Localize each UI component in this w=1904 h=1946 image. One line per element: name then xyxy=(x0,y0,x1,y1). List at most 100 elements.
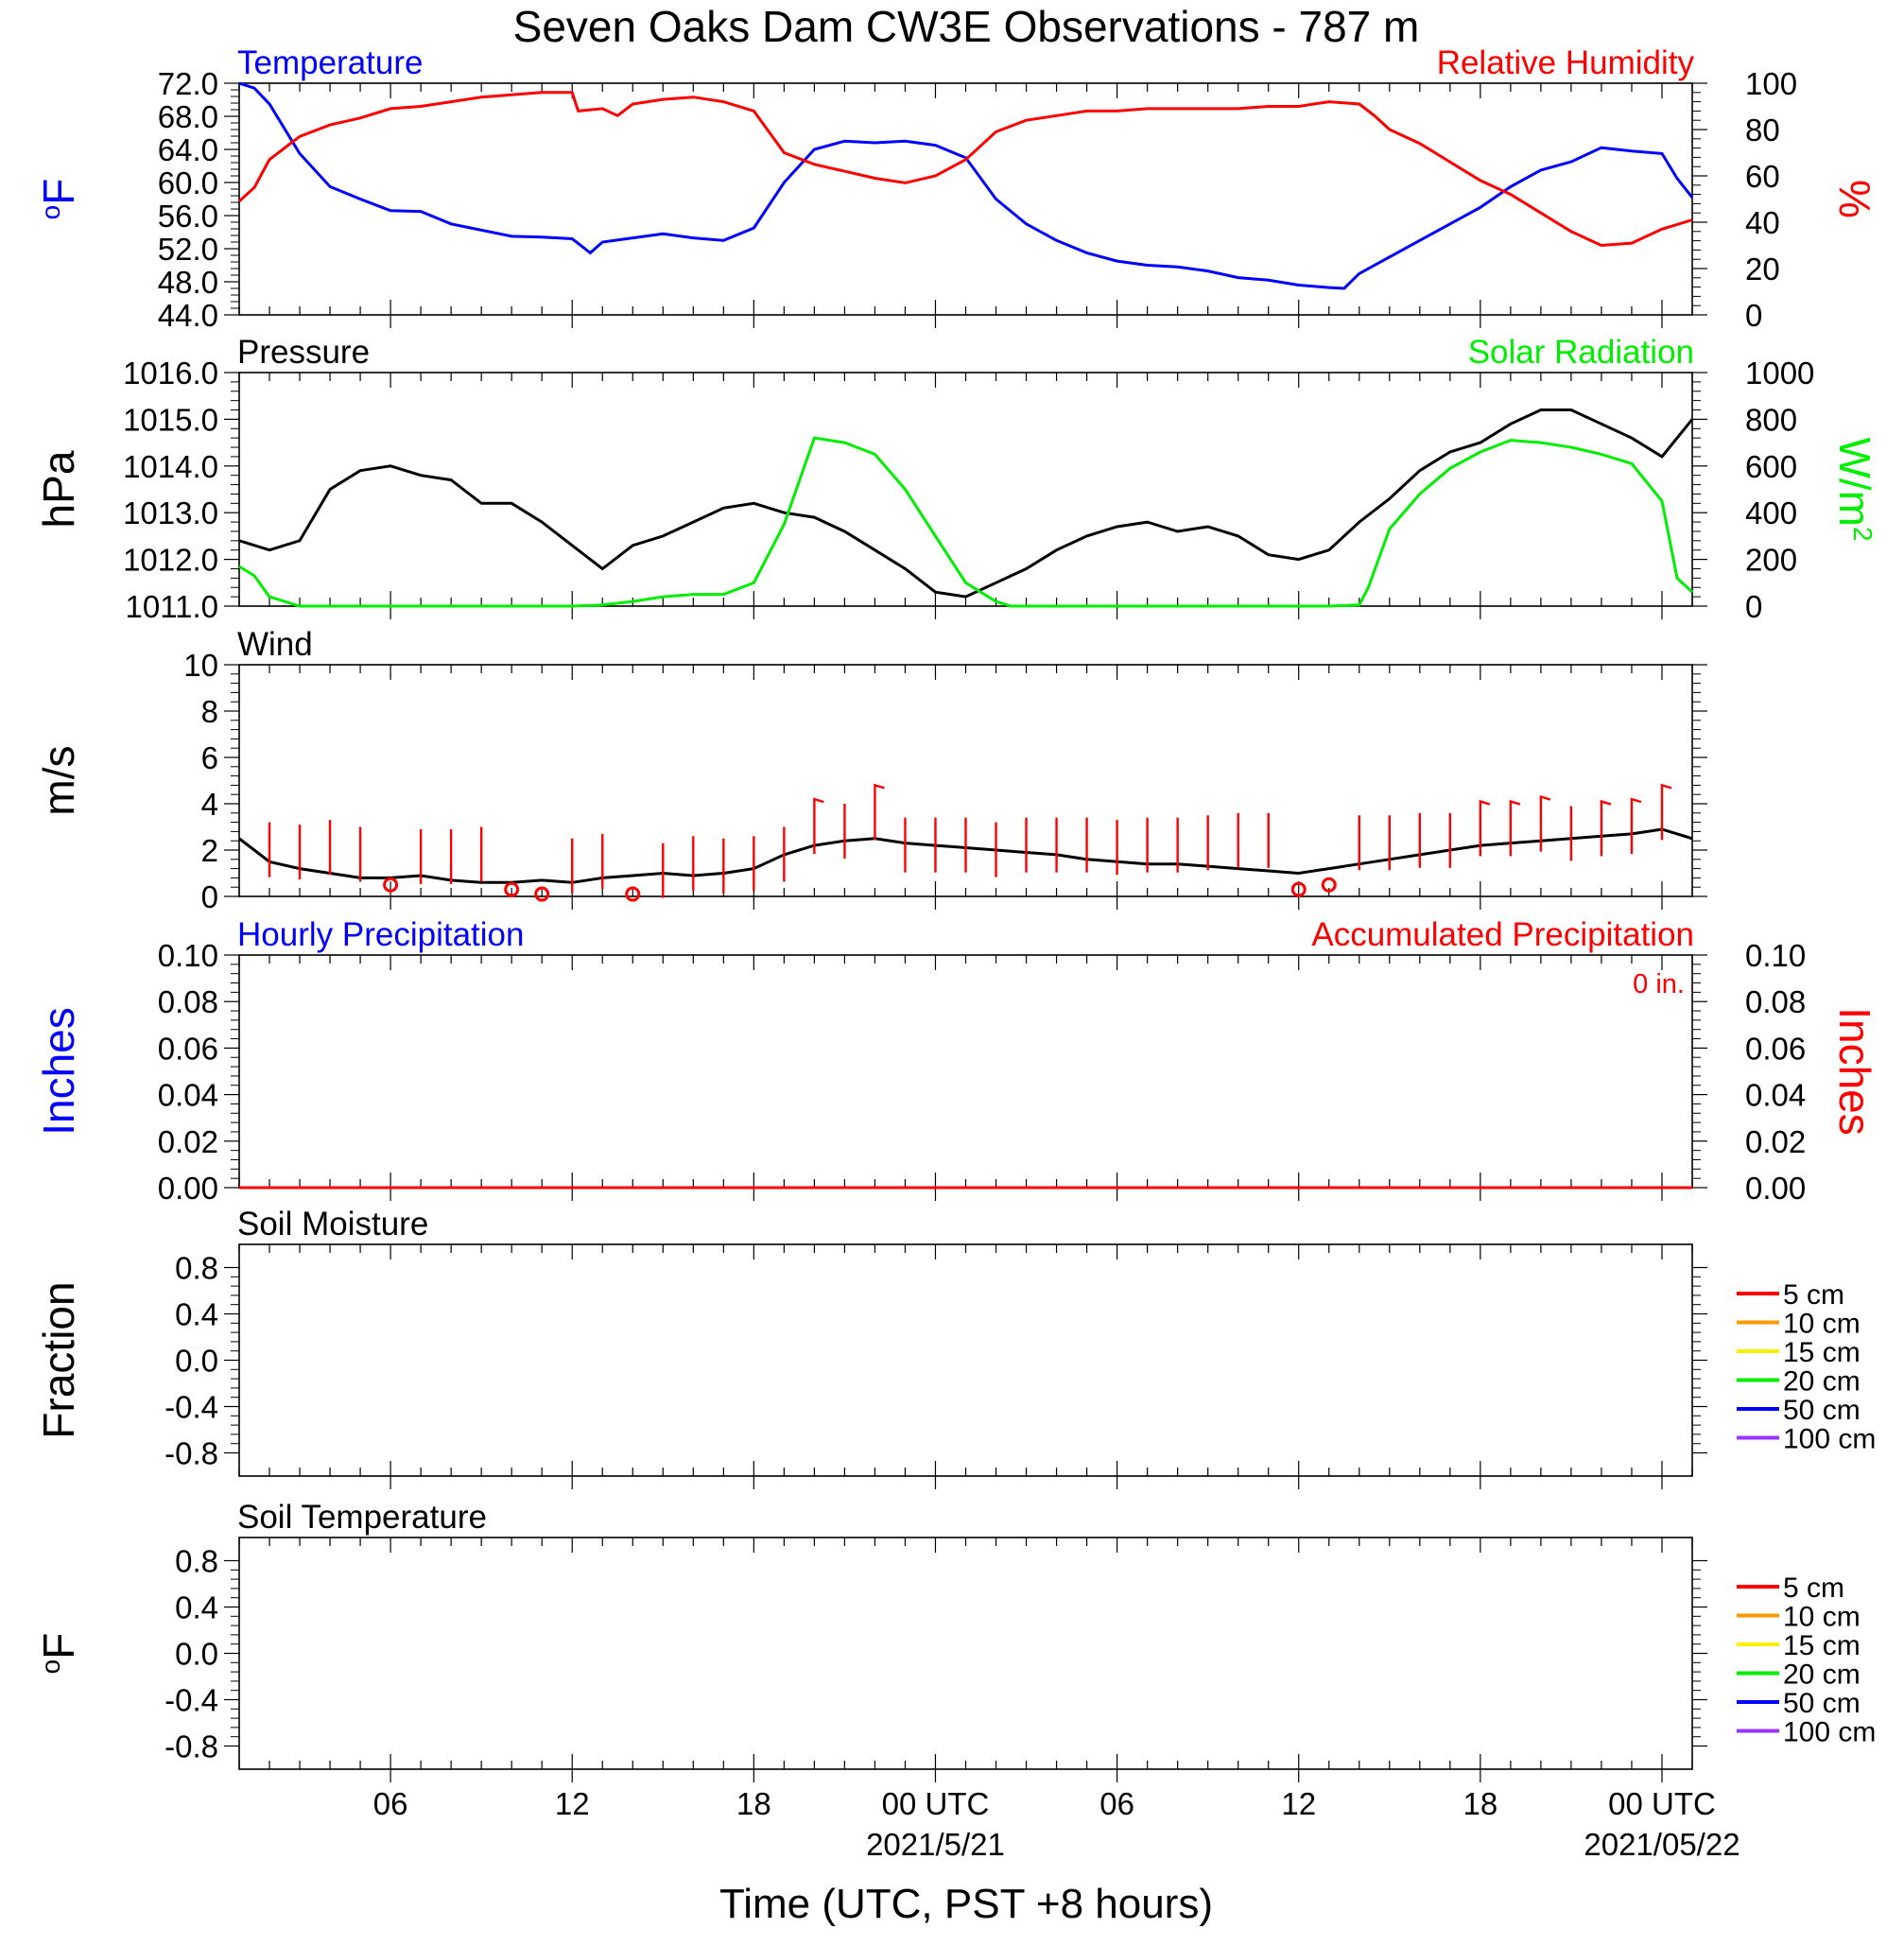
y-left-tick-label: 4 xyxy=(201,787,218,822)
y-left-tick-label: -0.4 xyxy=(164,1390,218,1425)
panel-frame xyxy=(238,372,1693,607)
panel-title-left: Wind xyxy=(237,626,313,663)
legend-label: 15 cm xyxy=(1783,1337,1861,1368)
y-left-tick-label: 1014.0 xyxy=(123,449,218,484)
y-left-tick-label: 44.0 xyxy=(158,298,218,333)
y-right-tick-label: 600 xyxy=(1745,449,1797,484)
y-right-tick-label: 60 xyxy=(1745,159,1780,194)
panel-title-right: Relative Humidity xyxy=(1437,44,1695,81)
x-tick-label: 12 xyxy=(555,1786,590,1821)
wind-barb xyxy=(813,797,824,855)
accumulated-total-label: 0 in. xyxy=(1633,969,1685,999)
legend-label: 5 cm xyxy=(1783,1279,1844,1311)
y-right-axis-title: % xyxy=(1830,180,1879,218)
y-right-tick-label: 40 xyxy=(1745,205,1780,240)
y-right-tick-label: 0.00 xyxy=(1745,1171,1806,1206)
panel-frame xyxy=(238,82,1693,316)
wind-barb xyxy=(1539,795,1551,852)
y-left-tick-label: 0.0 xyxy=(175,1637,218,1672)
calm-wind-marker xyxy=(1290,881,1307,897)
y-left-tick-label: 48.0 xyxy=(158,265,218,300)
y-right-tick-label: 0 xyxy=(1745,589,1762,624)
x-tick-label: 18 xyxy=(1463,1786,1497,1821)
calm-wind-marker xyxy=(1321,877,1337,893)
legend-label: 20 cm xyxy=(1783,1659,1861,1691)
y-left-tick-label: 0.04 xyxy=(158,1078,218,1113)
y-left-axis-title: Fraction xyxy=(34,1281,83,1438)
y-left-tick-label: -0.8 xyxy=(164,1436,218,1471)
x-tick-label: 12 xyxy=(1281,1786,1316,1821)
y-left-tick-label: 56.0 xyxy=(158,199,218,234)
panel-title-left: Soil Temperature xyxy=(237,1499,487,1536)
y-left-tick-label: -0.8 xyxy=(164,1729,218,1764)
calm-wind-marker xyxy=(534,886,550,902)
y-left-axis-title: oF xyxy=(34,179,83,220)
y-right-tick-label: 0.08 xyxy=(1745,984,1806,1019)
y-left-tick-label: 1013.0 xyxy=(123,495,218,530)
y-left-tick-label: 0.02 xyxy=(158,1124,218,1159)
wind-barb xyxy=(1600,799,1612,857)
x-tick-label: 00 UTC xyxy=(882,1786,990,1821)
wind-barb xyxy=(1660,783,1672,841)
y-left-tick-label: 0.00 xyxy=(158,1171,218,1206)
legend-label: 100 cm xyxy=(1783,1717,1876,1748)
panel-frame xyxy=(238,1243,1693,1477)
y-right-tick-label: 80 xyxy=(1745,113,1780,148)
y-right-tick-label: 1000 xyxy=(1745,356,1814,391)
y-right-tick-label: 100 xyxy=(1745,66,1797,101)
y-left-tick-label: 0.8 xyxy=(175,1544,218,1579)
y-left-tick-label: 10 xyxy=(183,648,218,683)
figure-title: Seven Oaks Dam CW3E Observations - 787 m xyxy=(513,2,1420,51)
y-left-tick-label: 0.0 xyxy=(175,1344,218,1379)
y-right-tick-label: 0.02 xyxy=(1745,1124,1806,1159)
legend-label: 15 cm xyxy=(1783,1630,1861,1661)
panel-title-left: Hourly Precipitation xyxy=(237,916,524,953)
x-tick-label: 06 xyxy=(1099,1786,1134,1821)
y-left-tick-label: 2 xyxy=(201,833,218,868)
y-right-tick-label: 200 xyxy=(1745,543,1797,578)
series-line-relative-humidity xyxy=(237,91,1693,248)
y-left-tick-label: 0.4 xyxy=(175,1297,218,1332)
y-left-tick-label: 0.4 xyxy=(175,1590,218,1625)
y-left-tick-label: 0.08 xyxy=(158,984,218,1019)
series-line-temperature xyxy=(238,81,1694,290)
y-right-tick-label: 0.10 xyxy=(1745,938,1806,973)
series-line-solar-radiation xyxy=(238,436,1694,608)
legend-label: 20 cm xyxy=(1783,1366,1861,1398)
y-right-tick-label: 0 xyxy=(1745,298,1762,333)
y-right-tick-label: 400 xyxy=(1745,495,1797,530)
x-tick-label: 00 UTC xyxy=(1608,1786,1716,1821)
legend-label: 10 cm xyxy=(1783,1309,1861,1340)
legend-label: 5 cm xyxy=(1783,1572,1844,1604)
y-left-tick-label: 1011.0 xyxy=(126,589,218,624)
x-axis-title: Time (UTC, PST +8 hours) xyxy=(719,1881,1213,1927)
y-left-tick-label: 0 xyxy=(201,879,218,914)
x-tick-label: 06 xyxy=(373,1786,408,1821)
y-left-axis-title: hPa xyxy=(34,450,83,528)
x-date-label: 2021/5/21 xyxy=(866,1827,1005,1862)
y-left-tick-label: 0.06 xyxy=(158,1031,218,1066)
y-right-tick-label: 20 xyxy=(1745,252,1780,287)
wind-barb xyxy=(1479,799,1491,857)
calm-wind-marker xyxy=(383,877,399,893)
y-left-tick-label: 1016.0 xyxy=(123,356,218,391)
y-left-tick-label: 1015.0 xyxy=(123,402,218,437)
wind-barb xyxy=(874,783,885,841)
y-left-tick-label: 72.0 xyxy=(158,66,218,101)
series-line-wind xyxy=(238,827,1693,884)
panel-title-left: Temperature xyxy=(237,44,423,81)
series-line-pressure xyxy=(238,408,1694,599)
legend-label: 100 cm xyxy=(1783,1424,1876,1455)
legend-label: 50 cm xyxy=(1783,1395,1861,1426)
panel-frame xyxy=(238,954,1693,1189)
panel-title-right: Solar Radiation xyxy=(1468,334,1694,371)
y-left-tick-label: 64.0 xyxy=(158,132,218,167)
y-left-axis-title: m/s xyxy=(34,745,83,815)
y-right-tick-label: 0.04 xyxy=(1745,1078,1806,1113)
y-left-axis-title: oF xyxy=(34,1633,83,1675)
legend-label: 10 cm xyxy=(1783,1602,1861,1633)
panel-title-left: Pressure xyxy=(237,334,370,371)
y-left-tick-label: 0.8 xyxy=(175,1251,218,1286)
